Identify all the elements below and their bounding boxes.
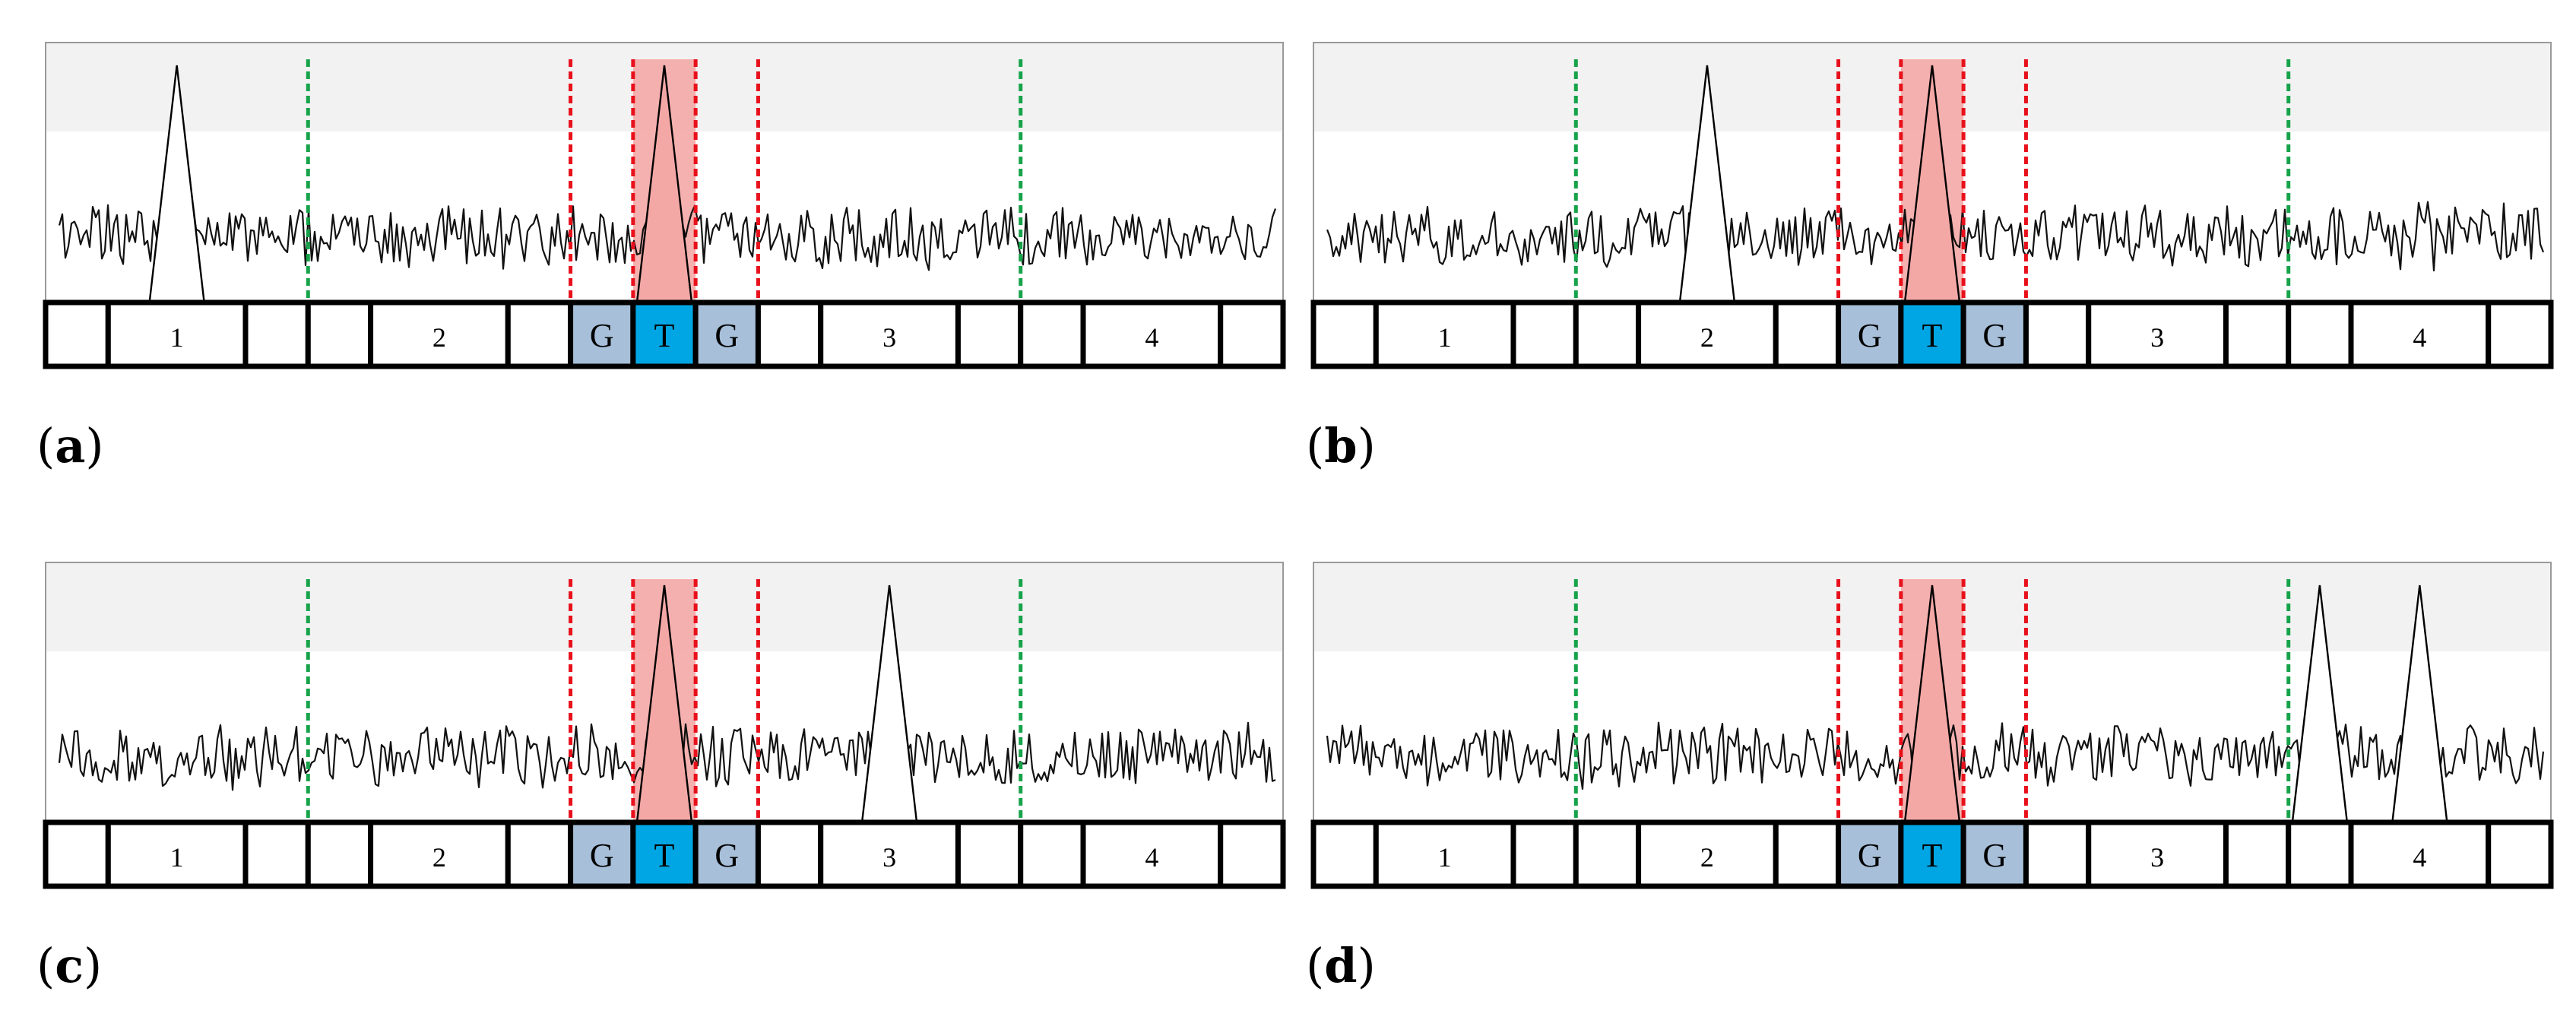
ruler-cell-label: 2 (1700, 842, 1714, 873)
ruler-cell (368, 819, 511, 889)
ruler-cell-label: G (1982, 837, 2007, 874)
ruler-cell (2348, 299, 2492, 369)
ruler-cell-label: G (590, 837, 614, 874)
ruler-cell (568, 299, 636, 369)
ruler-cell (2223, 819, 2292, 889)
ruler-cell (1310, 819, 1379, 889)
ruler-cell (692, 299, 761, 369)
panel-a: 1 2 G T G 3 4 (43, 42, 1286, 369)
ruler-cell (1573, 299, 1642, 369)
panel-label-b: (b) (1306, 418, 1376, 474)
ruler-cell (1018, 299, 1086, 369)
ruler-cell (2286, 299, 2354, 369)
ruler-cell (305, 819, 374, 889)
ruler-cell (692, 819, 761, 889)
ruler-cell (2286, 819, 2354, 889)
ruler-cell (955, 299, 1024, 369)
ruler-cell-label: G (714, 837, 739, 874)
ruler-cell (2223, 299, 2292, 369)
ruler-cell-label: 1 (170, 322, 184, 353)
ruler-cell (2486, 819, 2554, 889)
ruler-cell-label: 2 (1700, 322, 1714, 353)
ruler-cell (242, 819, 311, 889)
ruler-cell (1218, 819, 1286, 889)
panel-label-d: (d) (1306, 938, 1376, 993)
ruler-cell-label: T (1922, 837, 1943, 874)
ruler-cell (630, 819, 699, 889)
panel-b: 1 2 G T G 3 4 (1310, 42, 2554, 369)
ruler-cell-label: 1 (1438, 842, 1452, 873)
ruler-cell (630, 299, 699, 369)
ruler-cell-label: G (590, 317, 614, 354)
ruler-cell (43, 299, 111, 369)
ruler-cell (1080, 819, 1224, 889)
ruler-cell (1018, 819, 1086, 889)
ruler-cell (2348, 819, 2492, 889)
ruler-cell-label: T (654, 837, 675, 874)
ruler-cell-label: 2 (433, 322, 446, 353)
ruler-cell (305, 299, 374, 369)
panel-c: 1 2 G T G 3 4 (43, 562, 1286, 889)
ruler-cell (242, 299, 311, 369)
ruler-cell (2023, 819, 2092, 889)
ruler-cell-label: T (654, 317, 675, 354)
ruler-cell (1310, 299, 1379, 369)
panel-label-a: (a) (36, 418, 104, 474)
ruler-cell-label: 4 (2413, 322, 2426, 353)
ruler-cell (2023, 299, 2092, 369)
ruler-cell-label: G (1858, 837, 1882, 874)
ruler-cell (1080, 299, 1224, 369)
ruler-cell (568, 819, 636, 889)
ruler-cell (1573, 819, 1642, 889)
ruler-cell (1898, 299, 1966, 369)
panel-label-c: (c) (36, 938, 103, 993)
ruler-cell (505, 299, 574, 369)
ruler-cell (368, 299, 511, 369)
ruler-cell-label: 4 (1145, 322, 1158, 353)
ruler-cell (1960, 819, 2029, 889)
ruler-cell (1773, 299, 1842, 369)
ruler-cell-label: 3 (882, 322, 896, 353)
ruler-cell (955, 819, 1024, 889)
ruler-cell-label: 3 (882, 842, 896, 873)
ruler-cell (1510, 299, 1579, 369)
ruler-cell-label: T (1922, 317, 1943, 354)
ruler-cell (755, 299, 824, 369)
ruler-cell (2086, 299, 2229, 369)
ruler-cell (1898, 819, 1966, 889)
ruler-cell-label: 2 (433, 842, 446, 873)
panel-d: 1 2 G T G 3 4 (1310, 562, 2554, 889)
ruler-cell (505, 819, 574, 889)
ruler-cell-label: 3 (2150, 842, 2164, 873)
ruler-cell-label: 4 (2413, 842, 2426, 873)
ruler-cell-label: 3 (2150, 322, 2164, 353)
ruler-cell-label: G (1858, 317, 1882, 354)
ruler-cell-label: 1 (170, 842, 184, 873)
ruler-cell (43, 819, 111, 889)
ruler-cell (755, 819, 824, 889)
ruler-cell (1773, 819, 1842, 889)
ruler-cell (2486, 299, 2554, 369)
ruler-cell-label: 1 (1438, 322, 1452, 353)
ruler-cell-label: 4 (1145, 842, 1158, 873)
ruler-cell (105, 819, 249, 889)
ruler-cell (1218, 299, 1286, 369)
ruler-cell-label: G (714, 317, 739, 354)
ruler-cell (1510, 819, 1579, 889)
ruler-cell-label: G (1982, 317, 2007, 354)
